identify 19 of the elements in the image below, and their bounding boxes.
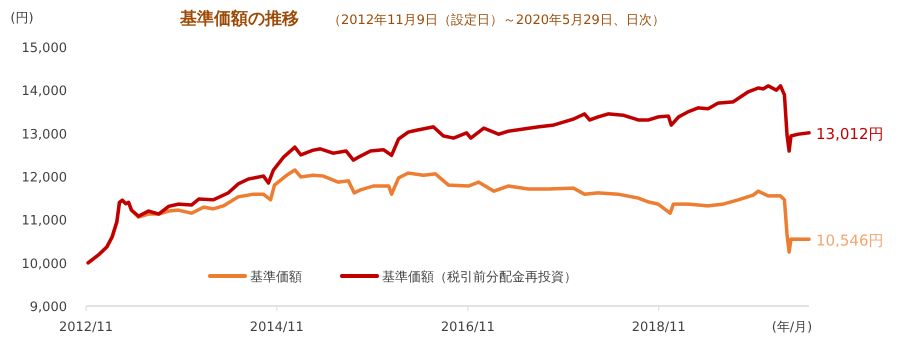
y-tick-label: 13,000 (22, 127, 67, 142)
y-tick-label: 9,000 (30, 300, 67, 315)
annotation: 10,546円 (816, 231, 884, 250)
y-tick-label: 11,000 (22, 214, 67, 229)
y-tick-label: 10,000 (22, 256, 67, 272)
x-tick-label: 2018/11 (632, 320, 686, 335)
chart-subtitle: （2012年11月9日（設定日）～2020年5月29日、日次） (328, 13, 665, 28)
x-tick-label: 2012/11 (58, 320, 114, 335)
legend-label: 基準価額（税引前分配金再投資） (382, 270, 577, 285)
y-tick-label: 15,000 (22, 41, 67, 56)
y-tick-label: 14,000 (22, 84, 67, 100)
y-axis-title: (円) (10, 11, 34, 26)
annotation: 13,012円 (816, 124, 884, 143)
x-tick-label: 2014/11 (250, 320, 304, 335)
chart-title: 基準価額の推移 (179, 9, 299, 29)
y-tick-label: 12,000 (22, 170, 67, 186)
x-tick-label: 2016/11 (440, 320, 495, 335)
legend-label: 基準価額 (250, 270, 302, 285)
x-axis-title: (年/月) (772, 320, 812, 335)
